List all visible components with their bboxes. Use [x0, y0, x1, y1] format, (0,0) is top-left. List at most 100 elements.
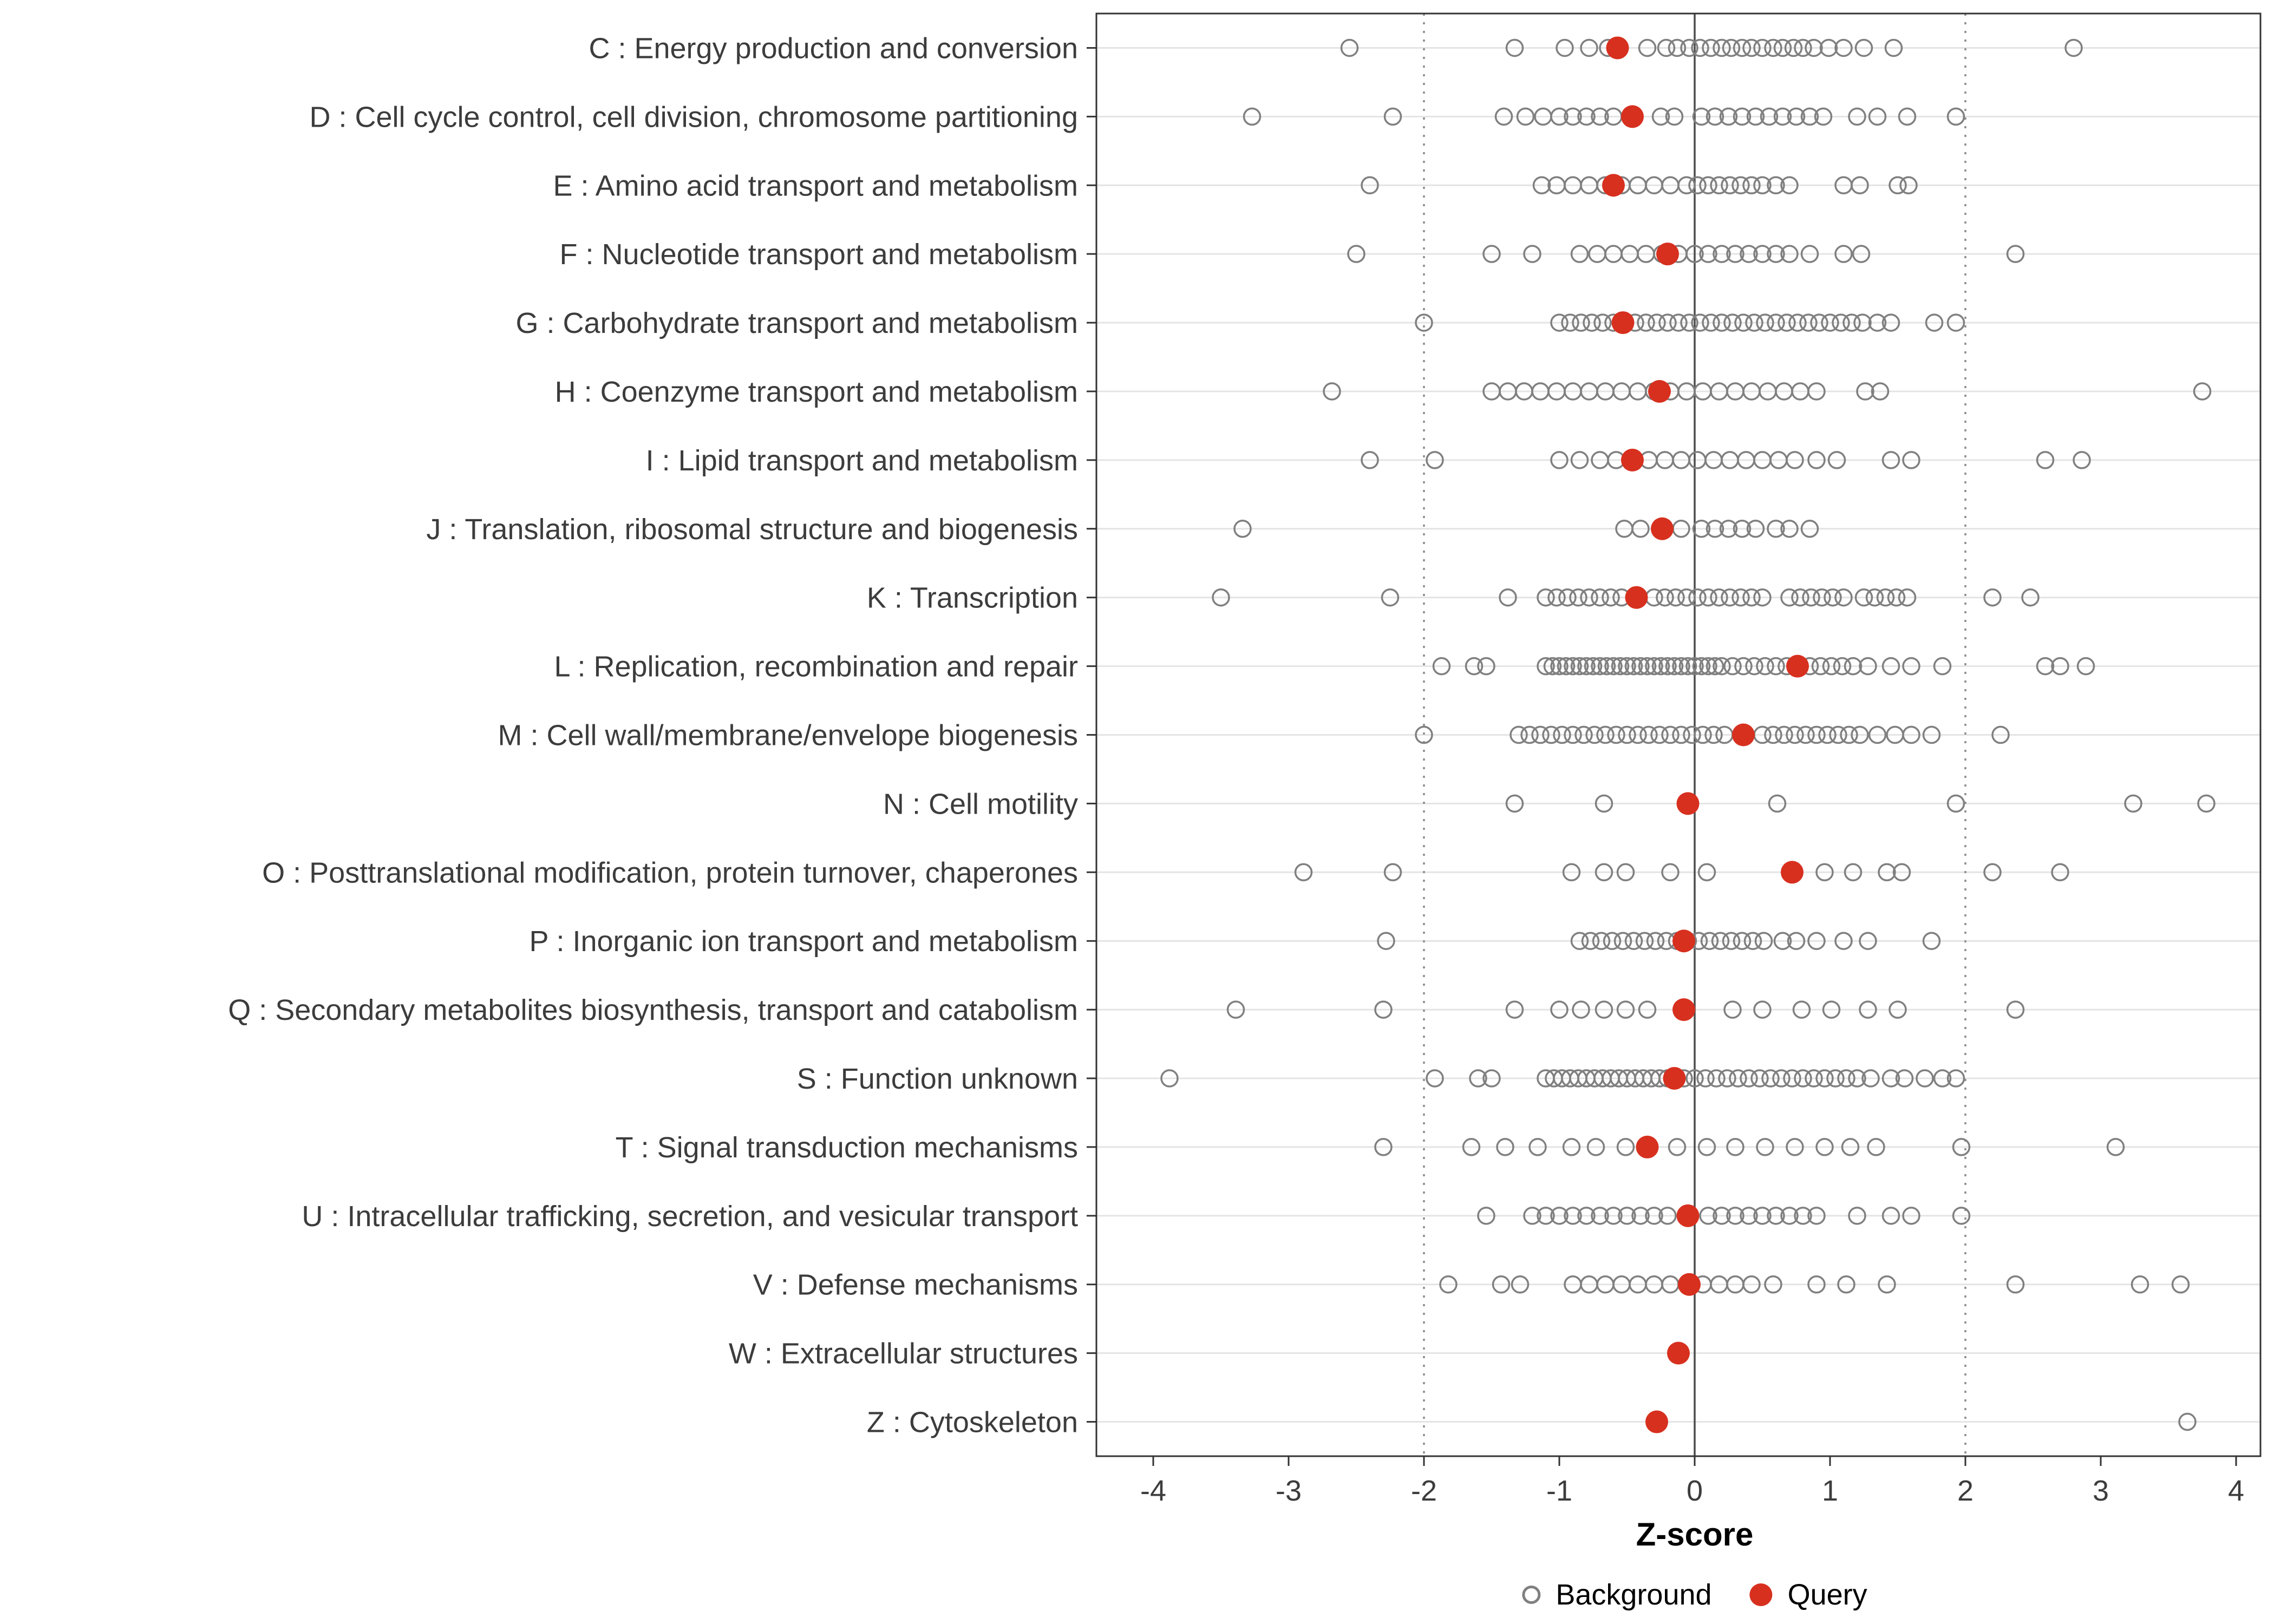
background-point	[1733, 932, 1752, 950]
background-point	[1672, 657, 1690, 676]
background-point	[1778, 313, 1796, 332]
background-point	[1721, 588, 1739, 607]
background-point	[1668, 1138, 1687, 1156]
background-point	[1696, 1069, 1715, 1088]
background-point	[1624, 932, 1643, 950]
query-point	[1636, 1135, 1659, 1158]
query-point	[1678, 1273, 1701, 1296]
background-point	[1792, 1000, 1811, 1019]
background-point	[1854, 588, 1873, 607]
background-point	[1584, 657, 1603, 676]
background-point	[1881, 313, 1900, 332]
background-point	[1685, 657, 1704, 676]
background-point	[1764, 725, 1782, 744]
background-point	[1537, 1207, 1555, 1225]
background-point	[1383, 863, 1402, 882]
background-point	[1881, 657, 1900, 676]
background-point	[1829, 725, 1847, 744]
background-point	[1902, 451, 1920, 469]
background-point	[1844, 657, 1863, 676]
background-point	[1946, 794, 1965, 813]
background-point	[1710, 588, 1728, 607]
background-point	[2064, 38, 2083, 57]
background-point	[1505, 38, 1524, 57]
background-point	[1680, 38, 1698, 57]
background-point	[1731, 176, 1750, 195]
background-point	[2178, 1412, 2197, 1431]
category-label: H : Coenzyme transport and metabolism	[555, 376, 1078, 408]
background-point	[1887, 588, 1906, 607]
background-point	[1212, 588, 1230, 607]
background-point	[1876, 588, 1895, 607]
background-point	[1439, 1275, 1458, 1294]
background-point	[1537, 588, 1555, 607]
category-label: K : Transcription	[867, 582, 1078, 614]
background-point	[1377, 932, 1395, 950]
query-point	[1625, 586, 1648, 609]
background-point	[1639, 725, 1658, 744]
background-point	[1523, 1207, 1541, 1225]
background-point	[1734, 657, 1753, 676]
background-point	[1807, 451, 1826, 469]
background-point	[1557, 657, 1576, 676]
background-point	[1706, 107, 1724, 126]
background-point	[1651, 657, 1670, 676]
background-point	[1243, 107, 1262, 126]
background-point	[1160, 1069, 1179, 1088]
background-point	[1556, 38, 1574, 57]
category-label: F : Nucleotide transport and metabolism	[560, 238, 1078, 271]
x-tick-label: 0	[1687, 1475, 1703, 1507]
background-point	[1898, 588, 1917, 607]
background-point	[1761, 1069, 1780, 1088]
query-point	[1621, 448, 1644, 472]
query-point	[1651, 517, 1674, 540]
background-point	[1685, 245, 1704, 263]
background-point	[1756, 1138, 1774, 1156]
background-point	[1807, 725, 1826, 744]
background-point	[1685, 1069, 1704, 1088]
background-point	[1680, 313, 1698, 332]
background-point	[1773, 38, 1792, 57]
background-point	[1742, 176, 1761, 195]
background-point	[1697, 863, 1716, 882]
background-point	[1794, 1069, 1812, 1088]
background-point	[1699, 245, 1717, 263]
background-point	[1740, 245, 1758, 263]
query-point	[1648, 379, 1671, 403]
category-label: I : Lipid transport and metabolism	[646, 444, 1078, 477]
background-point	[1878, 1275, 1896, 1294]
background-point	[1697, 1138, 1716, 1156]
background-point	[1865, 588, 1884, 607]
background-point	[1561, 313, 1579, 332]
background-point	[1851, 176, 1869, 195]
background-point	[1775, 725, 1793, 744]
background-point	[1531, 725, 1550, 744]
background-point	[1624, 657, 1643, 676]
background-point	[1853, 313, 1872, 332]
background-point	[1520, 725, 1539, 744]
background-marker-icon	[1522, 1586, 1541, 1604]
background-point	[1805, 38, 1823, 57]
background-point	[1889, 1000, 1907, 1019]
background-point	[2073, 451, 2091, 469]
background-point	[1946, 313, 1965, 332]
background-point	[1713, 657, 1731, 676]
category-label: G : Carbohydrate transport and metabolis…	[516, 307, 1079, 339]
background-point	[1510, 725, 1528, 744]
background-point	[1841, 1138, 1860, 1156]
background-point	[1799, 313, 1818, 332]
background-point	[1811, 657, 1830, 676]
background-point	[1511, 1275, 1530, 1294]
background-point	[1583, 313, 1601, 332]
background-point	[1746, 107, 1765, 126]
category-label: M : Cell wall/membrane/envelope biogenes…	[498, 719, 1078, 752]
background-point	[1648, 313, 1666, 332]
background-point	[1469, 1069, 1487, 1088]
legend-item-background: Background	[1522, 1578, 1712, 1612]
background-point	[1550, 1000, 1569, 1019]
background-point	[1553, 725, 1571, 744]
background-point	[1742, 588, 1761, 607]
background-point	[1726, 245, 1744, 263]
background-point	[1381, 588, 1400, 607]
background-point	[2051, 863, 2069, 882]
